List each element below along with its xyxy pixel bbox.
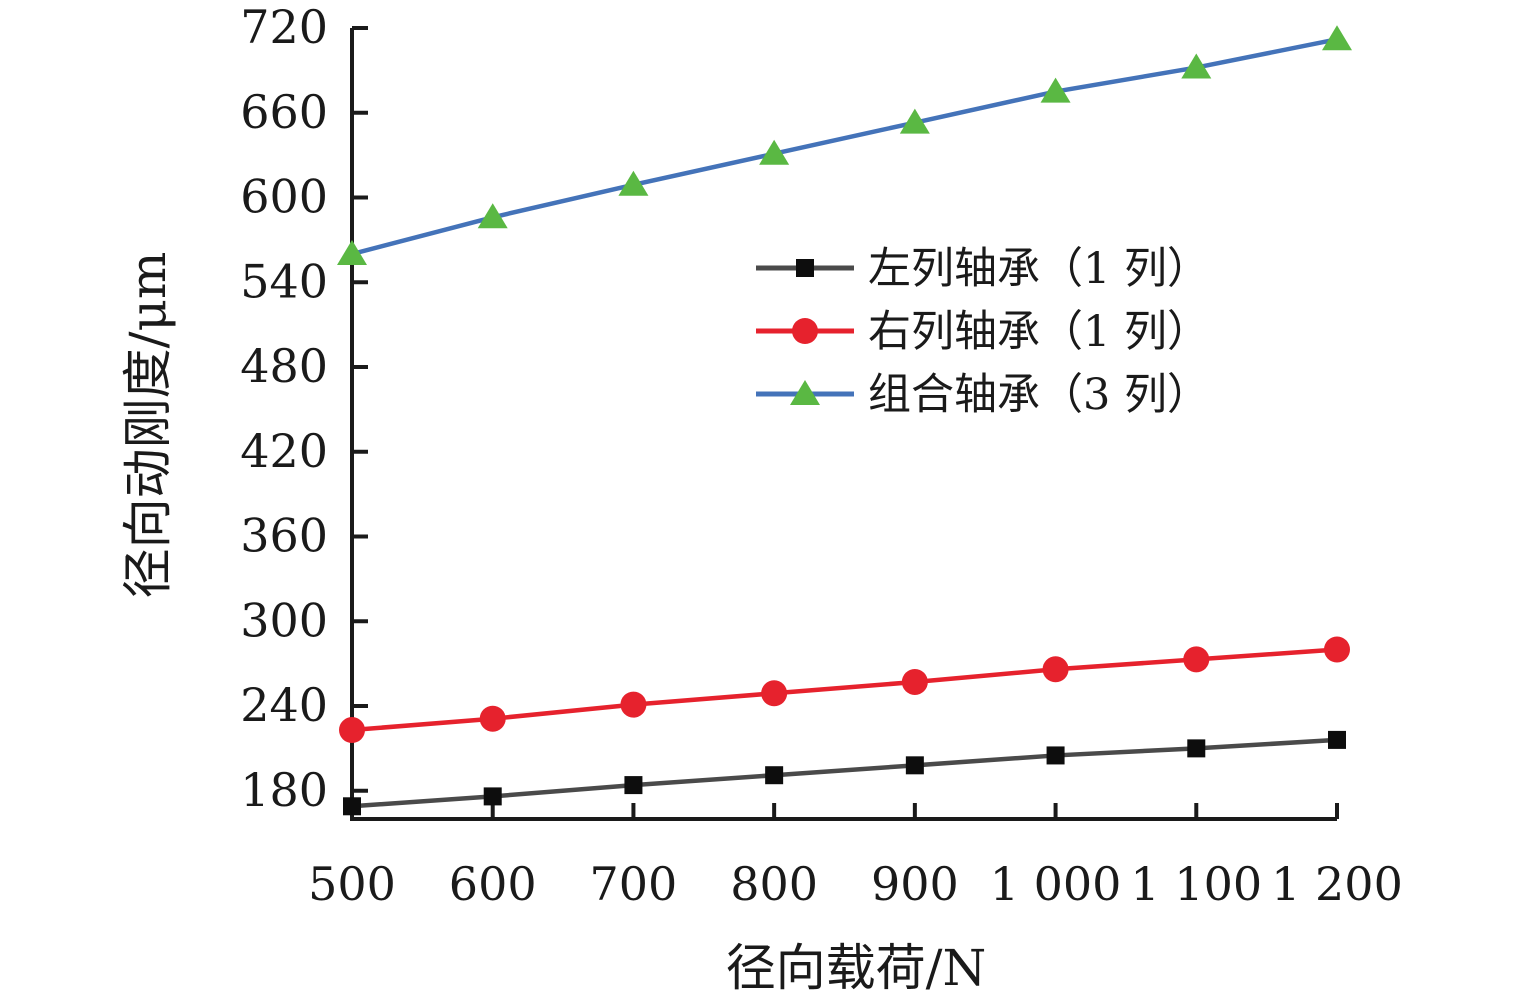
x-axis-tick-label: 800 <box>730 857 818 911</box>
series-1 <box>339 636 1350 744</box>
circle-marker <box>1042 656 1069 683</box>
y-axis-tick-label: 660 <box>240 85 328 139</box>
y-axis-tick-label: 600 <box>240 170 328 224</box>
y-axis-tick-label: 360 <box>240 509 328 563</box>
plot-area: 180 240 300 360 420 480 540 600 660 720 500 600 700 8… <box>240 0 1403 911</box>
x-axis-title: 径向载荷/N <box>726 939 987 997</box>
y-axis-tick-label: 480 <box>240 339 328 393</box>
triangle-marker <box>790 380 820 405</box>
triangle-marker <box>1181 53 1212 79</box>
square-marker <box>483 787 502 806</box>
triangle-marker <box>759 139 790 165</box>
y-axis-tick-label: 180 <box>240 763 328 817</box>
legend-label: 右列轴承（1 列） <box>868 307 1210 357</box>
series-line <box>351 647 1338 733</box>
series-line <box>351 737 1338 809</box>
x-axis-tick-label: 1 000 <box>990 857 1122 911</box>
x-axis-tick-label: 700 <box>590 857 678 911</box>
y-axis-tick-label: 540 <box>240 254 328 308</box>
y-axis-tick-label: 420 <box>240 424 328 478</box>
triangle-marker <box>337 240 367 265</box>
square-marker <box>343 797 361 816</box>
square-marker <box>905 756 924 775</box>
series-2 <box>337 25 1352 265</box>
y-axis-tick-label: 300 <box>240 593 328 647</box>
legend-label: 左列轴承（1 列） <box>868 244 1210 294</box>
y-axis-tick-label: 720 <box>240 0 328 54</box>
circle-marker <box>1183 646 1210 673</box>
triangle-marker <box>618 170 649 196</box>
y-axis-title: 径向动刚度/μm <box>119 252 177 599</box>
square-marker <box>796 259 814 277</box>
circle-marker <box>620 691 647 718</box>
x-axis-tick-label: 900 <box>871 857 959 911</box>
square-marker <box>624 776 643 795</box>
circle-marker <box>339 717 365 744</box>
square-marker <box>1046 746 1065 765</box>
triangle-marker <box>1040 77 1071 103</box>
triangle-marker <box>477 203 508 229</box>
series-line <box>351 37 1338 257</box>
square-marker <box>1328 730 1346 749</box>
square-marker <box>1187 739 1206 758</box>
triangle-marker <box>1322 25 1352 51</box>
circle-marker <box>479 705 506 732</box>
x-axis-tick-label: 600 <box>449 857 537 911</box>
y-axis-tick-label: 240 <box>240 678 328 732</box>
square-marker <box>765 766 784 785</box>
legend-label: 组合轴承（3 列） <box>868 370 1210 420</box>
circle-marker <box>761 680 788 707</box>
x-axis-tick-label: 1 200 <box>1271 857 1403 911</box>
circle-marker <box>1324 636 1350 663</box>
triangle-marker <box>899 108 930 134</box>
circle-marker <box>792 318 818 344</box>
legend: 左列轴承（1 列） 右列轴承（1 列） 组合轴承（3 列） <box>756 244 1210 420</box>
x-axis-tick-label: 500 <box>308 857 396 911</box>
circle-marker <box>901 668 928 695</box>
legend-item: 组合轴承（3 列） <box>756 370 1210 420</box>
axes <box>350 28 1337 821</box>
legend-item: 左列轴承（1 列） <box>756 244 1210 294</box>
x-axis-tick-label: 1 100 <box>1130 857 1262 911</box>
legend-item: 右列轴承（1 列） <box>756 307 1210 357</box>
series-0 <box>343 730 1346 816</box>
